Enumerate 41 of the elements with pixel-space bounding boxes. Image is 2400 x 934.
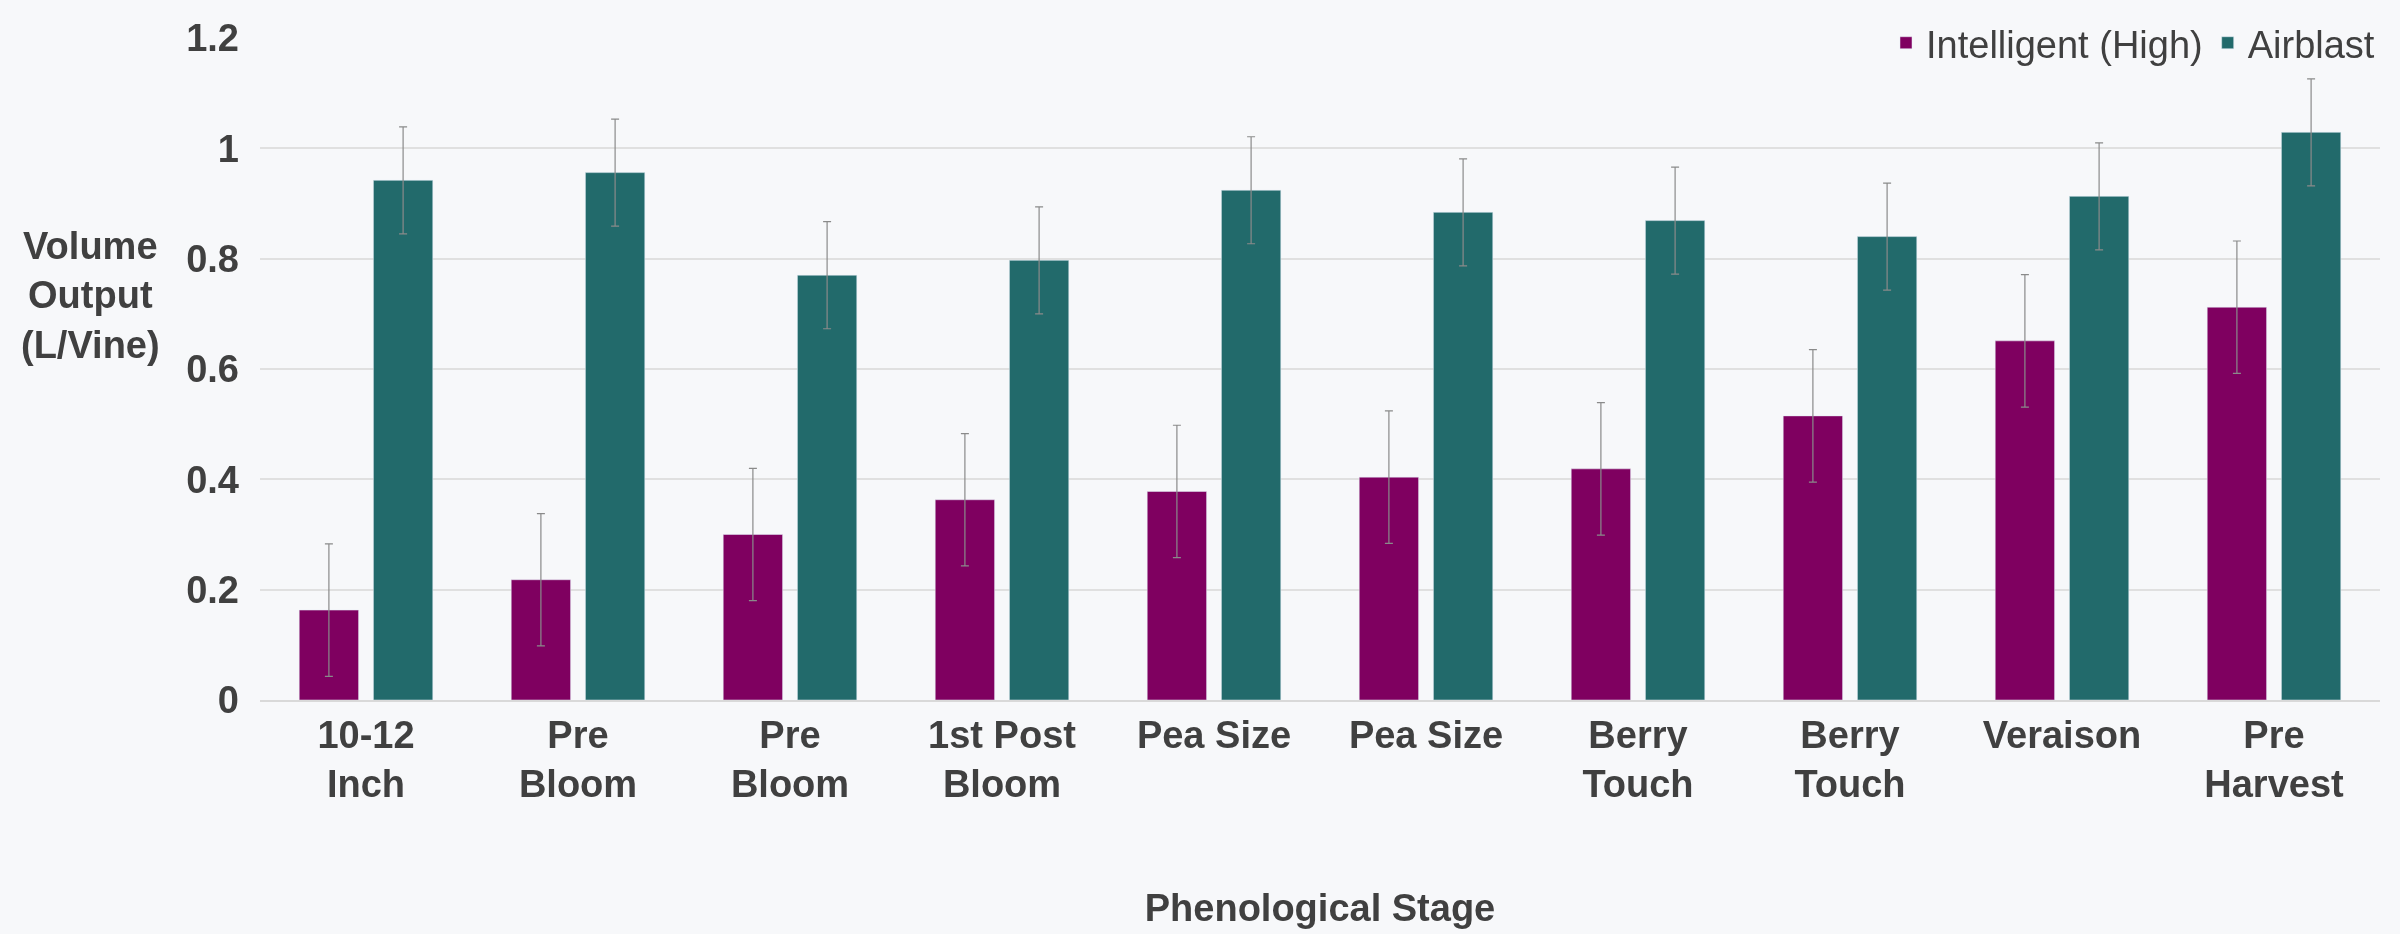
y-tick-label: 1 <box>217 127 239 170</box>
bar <box>2069 196 2130 700</box>
y-tick-label: 0.8 <box>186 237 239 280</box>
bar <box>585 172 646 700</box>
y-axis-title: Volume Output (L/Vine) <box>21 225 160 366</box>
y-tick-label: 0.4 <box>186 458 239 501</box>
bar <box>1009 260 1070 700</box>
bar <box>1994 340 2055 700</box>
legend-label: Airblast <box>2247 23 2375 66</box>
bar <box>722 534 783 700</box>
bar <box>1645 220 1706 700</box>
y-tick-label: 1.2 <box>186 17 239 60</box>
bar <box>797 274 858 700</box>
x-tick-label: Pea Size <box>1136 713 1292 756</box>
bar <box>1358 476 1419 700</box>
x-tick-label: Berry Touch <box>1582 713 1694 805</box>
y-tick-label: 0 <box>217 679 239 722</box>
bar <box>510 579 571 700</box>
bar <box>1857 236 1918 700</box>
bar <box>1570 468 1631 700</box>
bar <box>934 499 995 700</box>
x-tick-label: Pre Bloom <box>730 713 850 805</box>
bar <box>2206 306 2267 700</box>
bar <box>1221 190 1282 700</box>
y-tick-label: 0.6 <box>186 348 239 391</box>
bar <box>1433 212 1494 700</box>
y-tick-label: 0.2 <box>186 568 239 611</box>
x-tick-label: 10-12 Inch <box>317 713 415 805</box>
x-tick-label: 1st Post Bloom <box>928 713 1077 805</box>
x-tick-label: Veraison <box>1982 713 2142 756</box>
bar <box>373 180 434 700</box>
x-tick-label: Pre Bloom <box>518 713 638 805</box>
x-tick-label: Pea Size <box>1348 713 1504 756</box>
bar <box>298 609 359 700</box>
x-tick-label: Berry Touch <box>1794 713 1906 805</box>
bar <box>2281 132 2342 700</box>
x-tick-label: Pre Harvest <box>2204 713 2345 805</box>
bar <box>1146 491 1207 700</box>
bar <box>1782 415 1843 700</box>
x-axis-title: Phenological Stage <box>1144 886 1496 929</box>
legend-label: Intelligent (High) <box>1926 23 2203 66</box>
